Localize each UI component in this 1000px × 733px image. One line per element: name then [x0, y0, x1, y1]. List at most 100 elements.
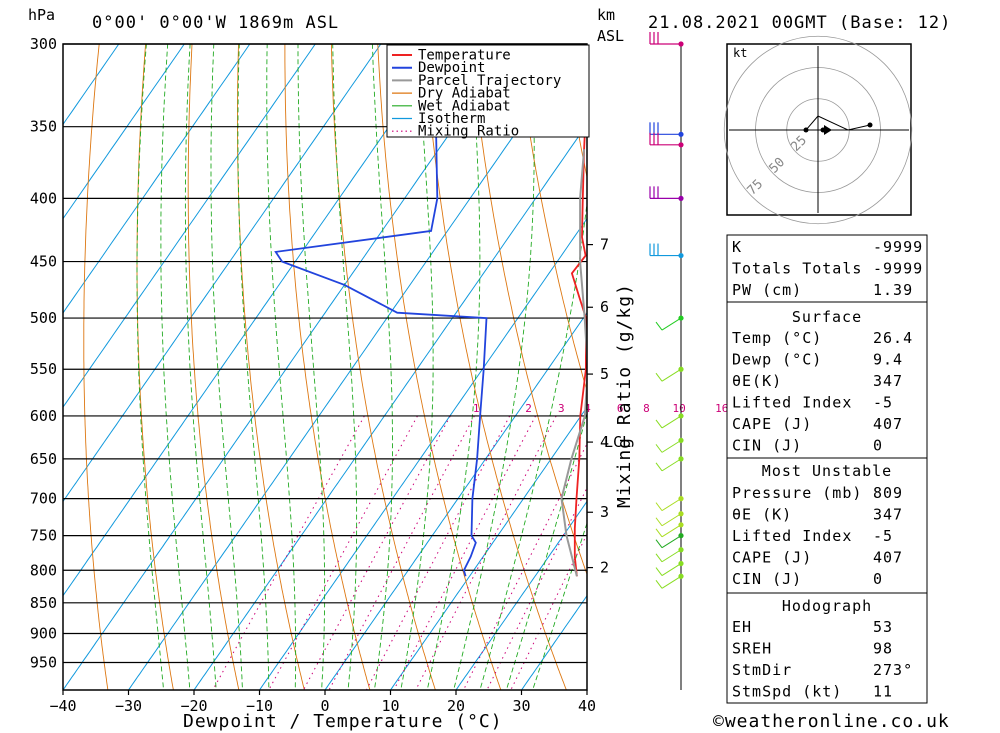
mixing-ratio-line [328, 415, 475, 690]
x-axis-title: Dewpoint / Temperature (°C) [183, 711, 503, 732]
x-tick-label: −40 [49, 697, 76, 715]
wind-barb-shaft [661, 535, 682, 549]
dry-adiabat-line [975, 26, 1000, 696]
legend-entry: Temperature [418, 48, 511, 64]
temperature-line [570, 75, 587, 577]
isotherm-line [520, 594, 587, 690]
mixing-ratio-line [268, 415, 418, 690]
surface-row-label: Lifted Index [732, 394, 852, 412]
pressure-tick-label: 850 [30, 594, 57, 612]
hodograph-stats-row-value: 273° [873, 661, 913, 679]
wet-adiabat-line [400, 44, 434, 690]
wind-barb-feather [655, 517, 663, 527]
pressure-tick-label: 550 [30, 360, 57, 378]
wet-adiabat-line [184, 44, 217, 690]
mixing-ratio-line [462, 442, 587, 690]
most-unstable-row-value: 407 [873, 549, 903, 567]
wind-barb-shaft [661, 549, 682, 563]
storm-motion-marker [824, 125, 832, 135]
x-axis-ticks: −40 −30 −20 −10 0 10 20 30 40 [49, 690, 596, 715]
most-unstable-title: Most Unstable [762, 462, 892, 480]
pressure-tick-label: 400 [30, 189, 57, 207]
pressure-tick-label: 350 [30, 118, 57, 136]
pressure-tick-label: 900 [30, 624, 57, 642]
surface-row-label: CIN (J) [732, 437, 802, 455]
height-units-label: km [597, 6, 615, 24]
hodograph-ring [723, 35, 913, 225]
dry-adiabat-line [516, 44, 587, 393]
wind-profile [649, 32, 684, 690]
most-unstable-row-value: 809 [873, 484, 903, 502]
wind-barb-feather [655, 502, 663, 511]
y-axis-ticks: 300 350 400 450 500 550 600 650 700 750 800 850 900 9… [30, 35, 57, 671]
height-tick-label: 7 [600, 236, 609, 254]
hodograph-stats-row-label: StmDir [732, 661, 792, 679]
wet-adiabat-line [371, 44, 393, 690]
wind-barb-feather [655, 372, 663, 382]
isotherm-line [63, 44, 316, 409]
hodograph-stats-title: Hodograph [782, 597, 872, 615]
pressure-units-label: hPa [28, 6, 55, 24]
height-tick-label: 3 [600, 503, 609, 521]
surface-row-value: 407 [873, 415, 903, 433]
height-reference-label: ASL [597, 27, 624, 45]
legend-entry: Dry Adiabat [418, 86, 511, 102]
hodograph-stats-row-value: 98 [873, 640, 893, 658]
most-unstable-row-label: Pressure (mb) [732, 484, 862, 502]
most-unstable-box [726, 457, 928, 594]
wet-adiabat-line [210, 44, 243, 690]
basic-indices-box [726, 234, 928, 303]
index-label: PW (cm) [732, 281, 802, 299]
mixing-ratio-line [212, 415, 365, 690]
dewpoint-line [274, 44, 488, 577]
most-unstable-row-label: Lifted Index [732, 527, 852, 545]
wind-barb-feather [655, 444, 663, 453]
x-tick-label: 0 [320, 697, 329, 715]
hodograph-units-label: kt [733, 46, 747, 60]
height-axis-ticks: 7 6 5 4 3 2 LCL [587, 236, 631, 577]
location-title: 0°00' 0°00'W 1869m ASL [92, 13, 339, 33]
wind-barb-shaft [661, 368, 682, 382]
pressure-tick-label: 300 [30, 35, 57, 53]
height-tick-label: 6 [600, 298, 609, 316]
x-tick-label: −10 [246, 697, 273, 715]
hodograph-trace [805, 115, 871, 131]
pressure-tick-label: 700 [30, 490, 57, 508]
surface-row-label: Dewp (°C) [732, 351, 822, 369]
wind-barb-shaft [661, 513, 682, 527]
hodograph-stats-row-label: StmSpd (kt) [732, 683, 842, 701]
height-tick-label: 4 [600, 433, 609, 451]
mixing-ratio-line [486, 486, 587, 690]
hodograph-stats-box [726, 592, 928, 704]
mixing-ratio-value-label: 1 [473, 402, 480, 415]
most-unstable-row-label: CAPE (J) [732, 549, 812, 567]
most-unstable-row-value: 0 [873, 570, 883, 588]
pressure-tick-label: 800 [30, 561, 57, 579]
mixing-ratio-line [415, 415, 557, 690]
surface-row-value: 347 [873, 372, 903, 390]
mixing-ratio-value-label: 16 [715, 402, 728, 415]
most-unstable-row-value: -5 [873, 527, 893, 545]
mixing-ratio-value-label: 6 [617, 402, 624, 415]
hodograph-stats-row-value: 11 [873, 683, 893, 701]
parcel-trajectory-line [560, 149, 587, 577]
wet-adiabat-line [136, 44, 165, 690]
x-tick-label: −30 [115, 697, 142, 715]
wind-barb-shaft [661, 458, 682, 472]
hodograph-stats-row-label: EH [732, 618, 752, 636]
isotherm-line [455, 500, 587, 690]
surface-row-value: 26.4 [873, 329, 913, 347]
wind-barb-feather [655, 528, 663, 538]
most-unstable-row-label: CIN (J) [732, 570, 802, 588]
pressure-tick-label: 750 [30, 527, 57, 545]
isotherm-line [63, 44, 251, 314]
surface-row-value: 0 [873, 437, 883, 455]
surface-row-label: CAPE (J) [732, 415, 812, 433]
wind-barb-shaft [661, 317, 682, 331]
surface-title: Surface [792, 308, 862, 326]
surface-row-value: 9.4 [873, 351, 903, 369]
dry-adiabat-line [929, 26, 1000, 696]
mixing-ratio-value-label: 3 [558, 402, 565, 415]
hodograph-stats-row-label: SREH [732, 640, 772, 658]
